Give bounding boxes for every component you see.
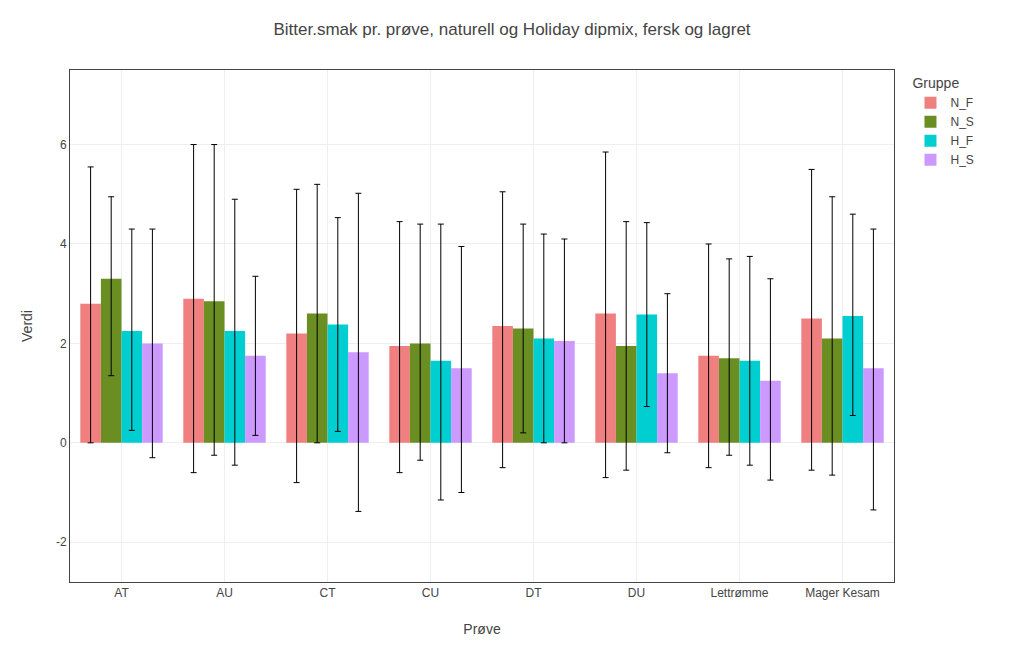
svg-text:CU: CU: [422, 586, 439, 600]
svg-text:-2: -2: [56, 535, 67, 549]
svg-text:AU: AU: [216, 586, 233, 600]
svg-text:H_S: H_S: [950, 153, 973, 167]
svg-text:0: 0: [60, 436, 67, 450]
svg-text:2: 2: [60, 337, 67, 351]
svg-text:4: 4: [60, 237, 67, 251]
svg-text:H_F: H_F: [950, 134, 973, 148]
svg-text:DT: DT: [526, 586, 543, 600]
svg-text:Bitter.smak pr. prøve, naturel: Bitter.smak pr. prøve, naturell og Holid…: [273, 20, 750, 39]
svg-text:AT: AT: [114, 586, 129, 600]
svg-text:Verdi: Verdi: [19, 310, 35, 342]
svg-text:CT: CT: [320, 586, 337, 600]
svg-text:Lettrømme: Lettrømme: [710, 586, 768, 600]
svg-text:DU: DU: [628, 586, 645, 600]
svg-text:6: 6: [60, 138, 67, 152]
svg-text:N_S: N_S: [950, 115, 973, 129]
svg-text:Gruppe: Gruppe: [912, 75, 959, 91]
svg-text:Prøve: Prøve: [463, 621, 501, 637]
svg-text:Mager Kesam: Mager Kesam: [805, 586, 880, 600]
svg-text:N_F: N_F: [950, 96, 973, 110]
